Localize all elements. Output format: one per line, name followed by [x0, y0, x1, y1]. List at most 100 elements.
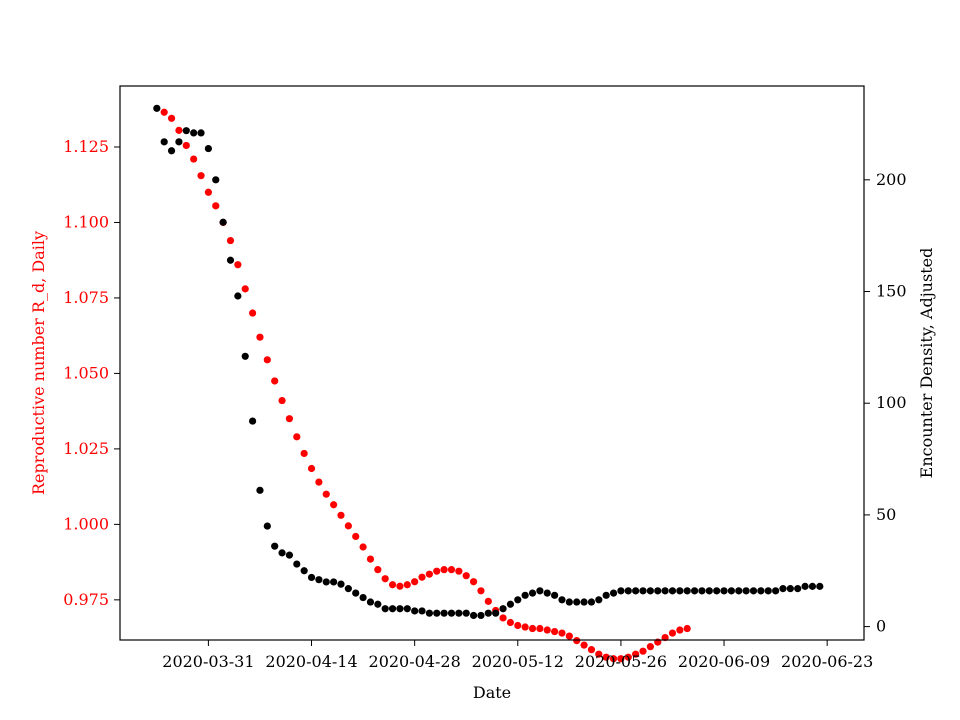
rd-data-point	[499, 614, 507, 622]
x-tick-label: 2020-06-09	[678, 652, 770, 671]
rd-data-point	[293, 433, 301, 441]
encounter-data-point	[469, 611, 478, 620]
encounter-data-point	[307, 573, 316, 582]
rd-data-point	[278, 396, 286, 405]
encounter-data-point	[580, 598, 588, 606]
rd-data-point	[661, 633, 669, 642]
encounter-data-point	[190, 129, 198, 137]
encounter-data-point	[676, 587, 684, 595]
encounter-data-point	[455, 609, 463, 617]
rd-data-point	[204, 188, 212, 196]
encounter-data-point	[447, 609, 456, 617]
encounter-data-point	[808, 582, 817, 590]
encounter-data-point	[624, 587, 632, 595]
encounter-data-point	[433, 609, 441, 617]
x-tick-label: 2020-05-12	[472, 652, 564, 671]
encounter-data-point	[816, 582, 824, 590]
rd-data-point	[632, 650, 640, 658]
x-axis: 2020-03-31 2020-04-14 2020-04-28 2020-05-12…	[162, 640, 873, 671]
rd-data-point	[337, 511, 345, 519]
rd-data-point	[668, 629, 677, 637]
rd-data-point	[440, 566, 448, 574]
rd-data-point	[190, 155, 198, 163]
encounter-data-point	[352, 589, 360, 597]
rd-data-point	[263, 356, 271, 364]
encounter-data-point	[241, 352, 249, 360]
rd-data-point	[617, 655, 625, 663]
rd-data-point	[602, 653, 610, 661]
encounter-data-point	[330, 578, 338, 586]
encounter-data-point	[425, 609, 433, 617]
encounter-data-point	[359, 593, 367, 602]
rd-data-point	[366, 555, 375, 563]
encounter-data-point	[573, 598, 581, 606]
encounter-data-point	[602, 591, 610, 599]
rd-data-point	[307, 464, 316, 473]
encounter-data-point	[212, 176, 220, 184]
x-tick-label: 2020-04-14	[265, 652, 357, 671]
encounter-data-point	[300, 567, 308, 575]
encounter-data-point	[528, 589, 537, 597]
encounter-data-point	[440, 609, 448, 617]
encounter-data-point	[153, 104, 161, 112]
y-axis-left-title: Reproductive number R_d, Daily	[29, 231, 48, 495]
rd-data-point	[514, 621, 522, 630]
rd-data-point	[425, 570, 433, 578]
rd-data-point	[573, 637, 581, 645]
encounter-data-point	[514, 596, 522, 604]
encounter-data-point	[713, 587, 721, 595]
x-tick-label: 2020-04-28	[369, 652, 461, 671]
encounter-data-point	[315, 576, 323, 584]
rd-data-point	[469, 578, 478, 586]
encounter-data-point	[779, 585, 787, 593]
y-left-tick-label: 1.100	[63, 212, 109, 231]
rd-data-point	[182, 141, 190, 150]
encounter-data-point	[690, 587, 699, 595]
encounter-data-point	[757, 587, 765, 595]
encounter-data-point	[182, 127, 190, 135]
rd-data-point	[352, 532, 360, 541]
rd-daily-series	[160, 108, 691, 663]
encounter-data-point	[632, 587, 640, 595]
y-left-tick-label: 1.075	[63, 288, 109, 307]
rd-data-point	[646, 643, 654, 651]
rd-data-point	[455, 567, 463, 575]
rd-data-point	[271, 377, 279, 385]
encounter-data-point	[484, 609, 492, 617]
encounter-data-point	[661, 587, 669, 595]
encounter-data-point	[396, 605, 404, 613]
rd-data-point	[175, 126, 183, 134]
encounter-data-point	[698, 587, 706, 595]
encounter-data-point	[388, 605, 397, 613]
rd-data-point	[587, 646, 596, 654]
rd-data-point	[683, 624, 691, 633]
encounter-data-point	[411, 607, 419, 615]
y-right-tick-label: 150	[876, 282, 907, 301]
rd-data-point	[300, 449, 308, 458]
encounter-data-point	[293, 560, 301, 568]
rd-data-point	[411, 578, 419, 586]
encounter-data-point	[160, 138, 168, 146]
encounter-data-point	[742, 587, 750, 595]
encounter-data-point	[639, 587, 647, 595]
y-left-tick-label: 1.025	[63, 439, 109, 458]
encounter-data-point	[772, 587, 780, 595]
encounter-data-point	[668, 587, 677, 595]
rd-data-point	[477, 587, 485, 595]
rd-data-point	[322, 490, 330, 498]
encounter-data-point	[271, 542, 279, 550]
rd-data-point	[396, 582, 404, 590]
rd-data-point	[344, 522, 352, 530]
rd-data-point	[403, 581, 411, 589]
encounter-data-point	[226, 256, 235, 264]
encounter-density-series	[153, 104, 824, 620]
y-right-tick-label: 50	[876, 505, 896, 524]
encounter-data-point	[654, 587, 662, 595]
rd-data-point	[536, 624, 544, 633]
x-tick-label: 2020-06-23	[781, 652, 873, 671]
y-axis-left: 0.975 1.000 1.025 1.050 1.075 1.100 1.125	[63, 137, 120, 609]
encounter-data-point	[322, 578, 330, 586]
rd-data-point	[639, 647, 647, 655]
encounter-data-point	[587, 598, 596, 606]
encounter-data-point	[337, 580, 345, 588]
